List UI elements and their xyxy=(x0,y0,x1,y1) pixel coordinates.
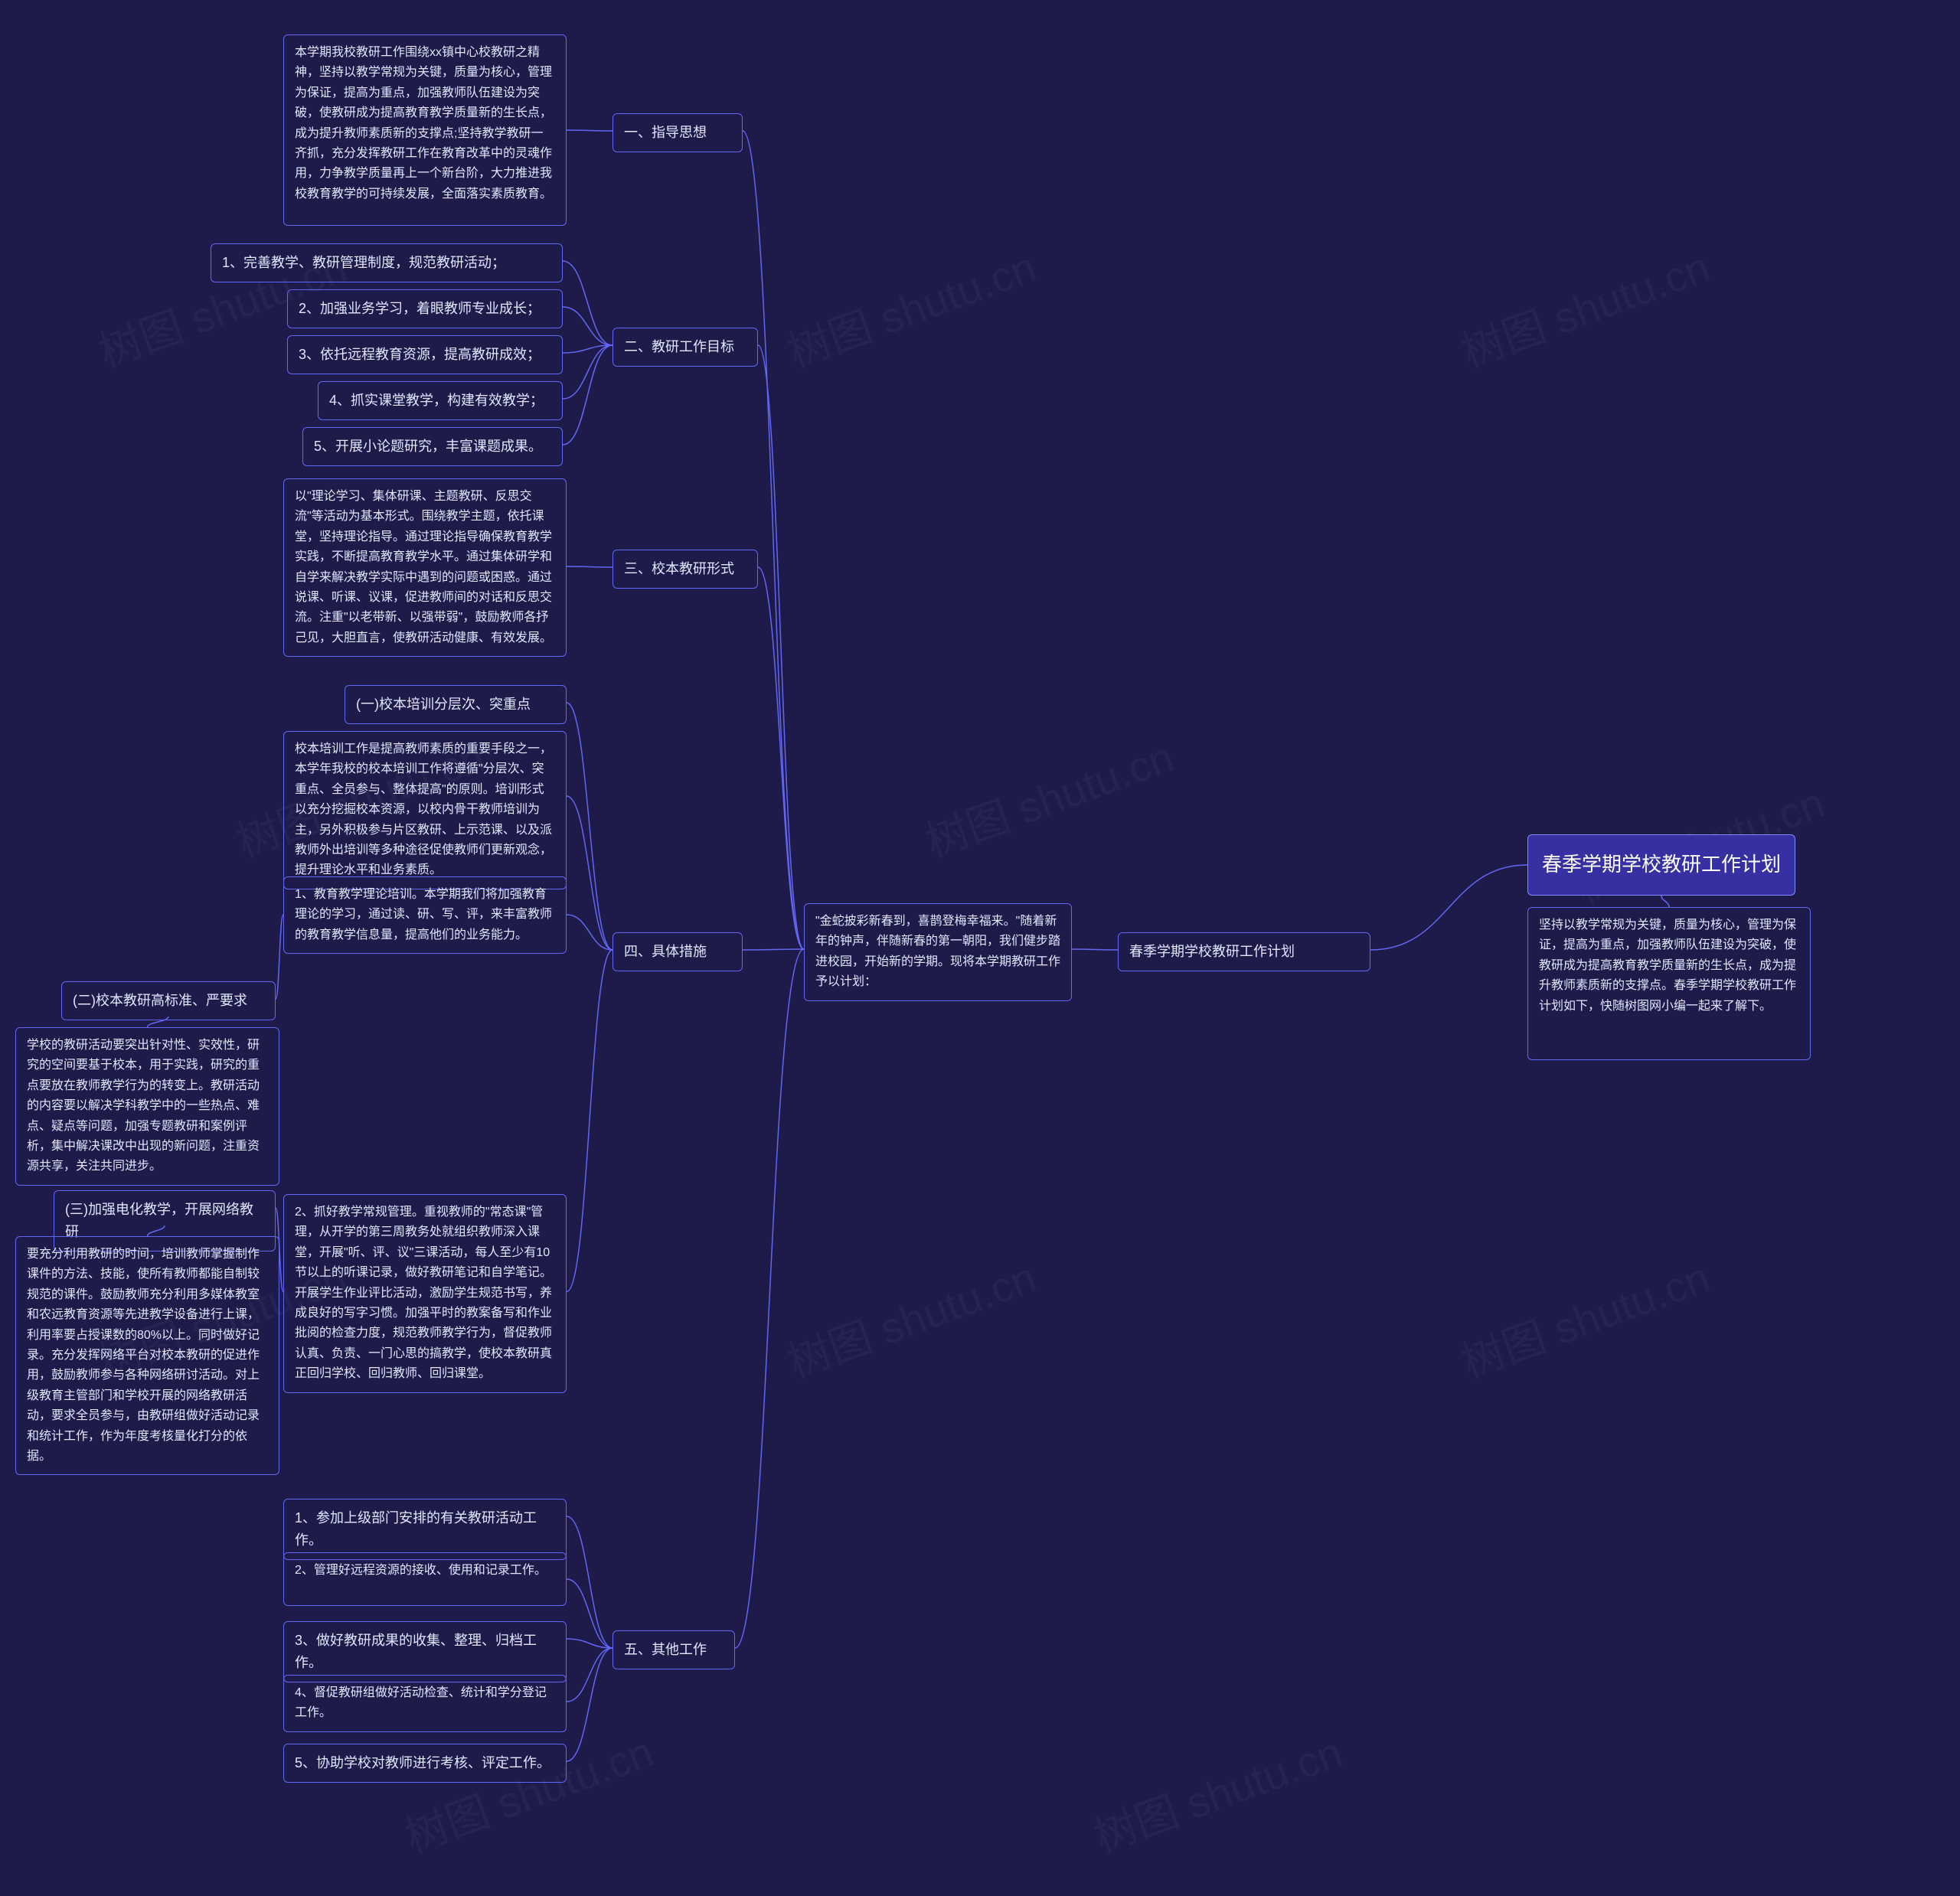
node-label: 本学期我校教研工作围绕xx镇中心校教研之精神，坚持以教学常规为关键，质量为核心，… xyxy=(295,46,552,201)
node-label: "金蛇披彩新春到，喜鹊登梅幸福来。"随着新年的钟声，伴随新春的第一朝阳，我们健步… xyxy=(815,915,1060,988)
node-label: 四、具体措施 xyxy=(624,944,707,959)
edge xyxy=(743,131,804,949)
edge xyxy=(567,1639,612,1648)
node-label: 2、加强业务学习，着眼教师专业成长； xyxy=(299,301,541,316)
edge xyxy=(567,1579,612,1648)
node-s5c5[interactable]: 5、协助学校对教师进行考核、评定工作。 xyxy=(283,1744,567,1783)
edge xyxy=(563,261,612,345)
node-label: 五、其他工作 xyxy=(624,1642,707,1657)
edge xyxy=(758,567,804,949)
node-label: 1、教育教学理论培训。本学期我们将加强教育理论的学习，通过读、研、写、评，来丰富… xyxy=(295,888,552,941)
node-s2c3[interactable]: 3、依托远程教育资源，提高教研成效； xyxy=(287,335,563,374)
node-label: 2、抓好教学常规管理。重视教师的"常态课"管理，从开学的第三周教务处就组织教师深… xyxy=(295,1206,552,1380)
node-label: 1、完善教学、教研管理制度，规范教研活动； xyxy=(222,255,505,270)
edge xyxy=(567,703,612,950)
edge xyxy=(563,307,612,345)
edge xyxy=(567,566,612,567)
node-label: 5、开展小论题研究，丰富课题成果。 xyxy=(314,439,542,454)
node-label: 二、教研工作目标 xyxy=(624,339,734,354)
edge xyxy=(567,1516,612,1648)
node-label: 一、指导思想 xyxy=(624,125,707,140)
edge xyxy=(567,796,612,950)
node-label: 3、做好教研成果的收集、整理、归档工作。 xyxy=(295,1633,537,1670)
node-root[interactable]: 春季学期学校教研工作计划 xyxy=(1527,834,1795,896)
node-c0[interactable]: 春季学期学校教研工作计划 xyxy=(1118,932,1370,971)
node-s5c4[interactable]: 4、督促教研组做好活动检查、统计和学分登记工作。 xyxy=(283,1675,567,1732)
node-s2c1[interactable]: 1、完善教学、教研管理制度，规范教研活动； xyxy=(211,243,563,282)
node-label: 要充分利用教研的时间，培训教师掌握制作课件的方法、技能，使所有教师都能自制较规范… xyxy=(27,1248,260,1463)
edge xyxy=(567,130,612,131)
node-s1[interactable]: 一、指导思想 xyxy=(612,113,743,152)
node-s4d1[interactable]: 要充分利用教研的时间，培训教师掌握制作课件的方法、技能，使所有教师都能自制较规范… xyxy=(15,1236,279,1475)
node-s2[interactable]: 二、教研工作目标 xyxy=(612,328,758,367)
node-s4a1[interactable]: 校本培训工作是提高教师素质的重要手段之一，本学年我校的校本培训工作将遵循"分层次… xyxy=(283,731,567,889)
node-label: 1、参加上级部门安排的有关教研活动工作。 xyxy=(295,1510,537,1548)
node-s4a3[interactable]: 2、抓好教学常规管理。重视教师的"常态课"管理，从开学的第三周教务处就组织教师深… xyxy=(283,1194,567,1393)
node-s4[interactable]: 四、具体措施 xyxy=(612,932,743,971)
watermark: 树图 shutu.cn xyxy=(1452,233,1717,380)
node-label: 3、依托远程教育资源，提高教研成效； xyxy=(299,347,541,362)
node-label: 5、协助学校对教师进行考核、评定工作。 xyxy=(295,1755,550,1770)
edge xyxy=(563,345,612,399)
node-label: 学校的教研活动要突出针对性、实效性，研究的空间要基于校本，用于实践，研究的重点要… xyxy=(27,1039,260,1173)
node-s1c1[interactable]: 本学期我校教研工作围绕xx镇中心校教研之精神，坚持以教学常规为关键，质量为核心，… xyxy=(283,34,567,226)
watermark: 树图 shutu.cn xyxy=(1084,1718,1350,1865)
watermark: 树图 shutu.cn xyxy=(778,233,1044,380)
node-s5[interactable]: 五、其他工作 xyxy=(612,1630,735,1669)
node-s4b[interactable]: (二)校本教研高标准、严要求 xyxy=(61,981,276,1020)
node-label: 2、管理好远程资源的接收、使用和记录工作。 xyxy=(295,1564,547,1577)
node-label: (二)校本教研高标准、严要求 xyxy=(73,993,247,1008)
node-s2c4[interactable]: 4、抓实课堂教学，构建有效教学； xyxy=(318,381,563,420)
edge xyxy=(758,345,804,949)
edge xyxy=(1072,949,1118,950)
node-label: 以"理论学习、集体研课、主题教研、反思交流"等活动为基本形式。围绕教学主题，依托… xyxy=(295,490,552,645)
watermark: 树图 shutu.cn xyxy=(1452,1243,1717,1390)
node-label: 坚持以教学常规为关键，质量为核心，管理为保证，提高为重点，加强教师队伍建设为突破… xyxy=(1539,919,1796,1013)
node-s3[interactable]: 三、校本教研形式 xyxy=(612,550,758,589)
edge xyxy=(276,915,283,999)
node-label: 校本培训工作是提高教师素质的重要手段之一，本学年我校的校本培训工作将遵循"分层次… xyxy=(295,742,552,876)
node-label: 春季学期学校教研工作计划 xyxy=(1542,853,1781,876)
watermark: 树图 shutu.cn xyxy=(778,1243,1044,1390)
edge xyxy=(567,1648,612,1761)
node-label: 4、抓实课堂教学，构建有效教学； xyxy=(329,393,544,408)
node-intro[interactable]: "金蛇披彩新春到，喜鹊登梅幸福来。"随着新年的钟声，伴随新春的第一朝阳，我们健步… xyxy=(804,903,1072,1001)
node-s2c5[interactable]: 5、开展小论题研究，丰富课题成果。 xyxy=(302,427,563,466)
node-s3c1[interactable]: 以"理论学习、集体研课、主题教研、反思交流"等活动为基本形式。围绕教学主题，依托… xyxy=(283,478,567,657)
edge xyxy=(1370,865,1527,950)
node-s5c1[interactable]: 1、参加上级部门安排的有关教研活动工作。 xyxy=(283,1499,567,1560)
node-label: 4、督促教研组做好活动检查、统计和学分登记工作。 xyxy=(295,1686,547,1719)
edge xyxy=(567,915,612,950)
node-s5c3[interactable]: 3、做好教研成果的收集、整理、归档工作。 xyxy=(283,1621,567,1682)
node-label: 三、校本教研形式 xyxy=(624,561,734,576)
node-desc[interactable]: 坚持以教学常规为关键，质量为核心，管理为保证，提高为重点，加强教师队伍建设为突破… xyxy=(1527,907,1811,1060)
node-label: (三)加强电化教学，开展网络教研 xyxy=(65,1202,253,1239)
edge xyxy=(735,949,804,1648)
node-s5c2[interactable]: 2、管理好远程资源的接收、使用和记录工作。 xyxy=(283,1552,567,1606)
node-label: 春季学期学校教研工作计划 xyxy=(1129,944,1295,959)
node-s2c2[interactable]: 2、加强业务学习，着眼教师专业成长； xyxy=(287,289,563,328)
edge xyxy=(567,950,612,1292)
watermark: 树图 shutu.cn xyxy=(395,1718,661,1865)
edge xyxy=(1661,896,1669,907)
edge xyxy=(743,949,804,950)
edge xyxy=(563,345,612,353)
edge xyxy=(567,1648,612,1702)
mindmap-canvas: 树图 shutu.cn 树图 shutu.cn 树图 shutu.cn 树图 shut… xyxy=(0,0,1960,1896)
node-label: (一)校本培训分层次、突重点 xyxy=(356,697,531,712)
node-s4b1[interactable]: 学校的教研活动要突出针对性、实效性，研究的空间要基于校本，用于实践，研究的重点要… xyxy=(15,1027,279,1186)
edge xyxy=(563,345,612,445)
watermark: 树图 shutu.cn xyxy=(916,723,1181,870)
node-s4a[interactable]: (一)校本培训分层次、突重点 xyxy=(345,685,567,724)
node-s4a2[interactable]: 1、教育教学理论培训。本学期我们将加强教育理论的学习，通过读、研、写、评，来丰富… xyxy=(283,876,567,954)
